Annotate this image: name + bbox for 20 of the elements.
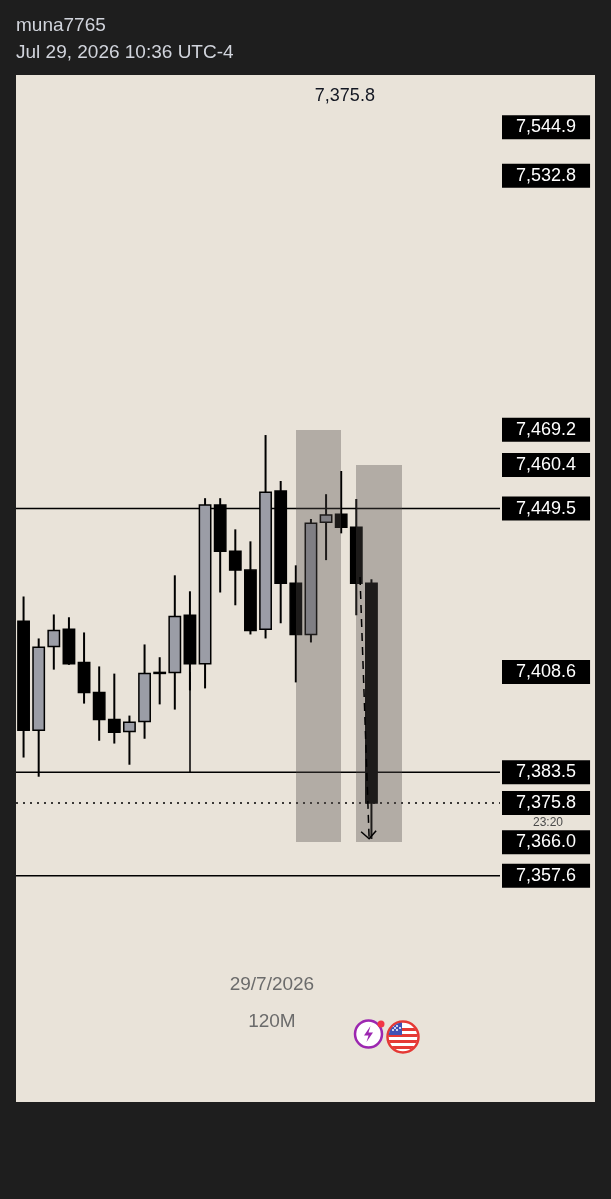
y-tick-label: 7,408.6 [516,660,577,681]
text: 23:20 [532,815,564,830]
chart-subtitle: Jul 29, 2026 10:36 UTC-4 [16,40,234,64]
y-tick-label: 7,375.8 [516,792,577,813]
y-tick-label: 7,357.6 [516,864,577,885]
y-tick-label: 7,460.4 [516,453,577,474]
y-tick-label: 7,469.2 [516,418,577,439]
candlestick [123,714,136,766]
y-tick-label: 7,366.0 [516,831,577,852]
y-tick-label: 7,383.5 [516,761,577,782]
y-tick-label: 7,449.5 [516,497,577,518]
candlestick [47,613,61,671]
annotation: 29/7/2026 [229,973,315,995]
annotation: 120M [248,1010,296,1032]
candlestick [107,672,121,745]
y-tick-label: 7,544.9 [516,116,577,137]
y-tick-label: 7,532.8 [516,164,577,185]
candlestick [228,528,242,607]
annotation: 7,375.8 [314,84,375,105]
chart-title: muna7765 [16,13,106,37]
